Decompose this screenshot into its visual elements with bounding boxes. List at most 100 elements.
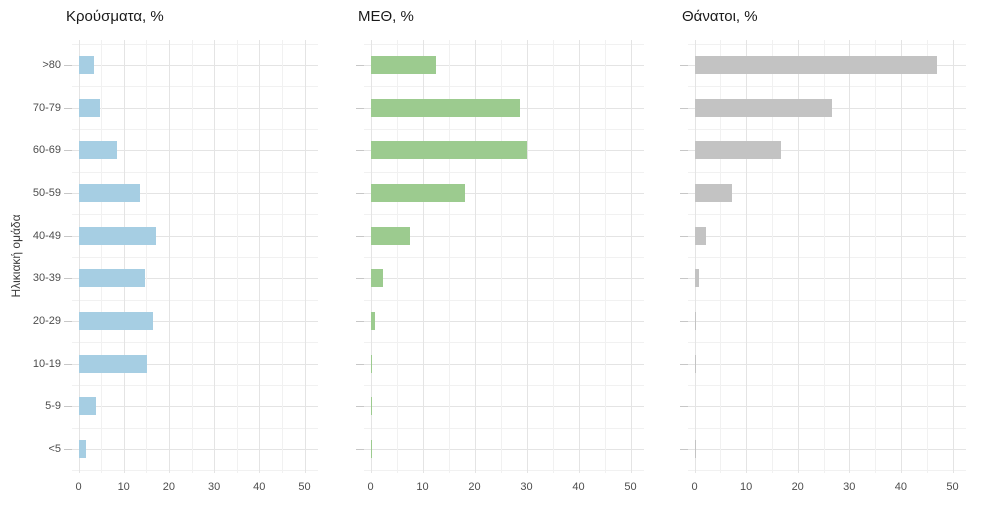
gridline-horizontal-minor: [688, 342, 966, 344]
gridline-vertical-minor: [926, 40, 928, 473]
bar-40-49: [694, 226, 707, 245]
y-axis-tick-mark: [680, 321, 688, 323]
panel-cases: [72, 40, 318, 473]
y-axis-tick-mark: [356, 449, 364, 451]
gridline-horizontal-minor: [72, 86, 318, 88]
bar-30-39: [78, 269, 146, 288]
y-axis-tick-mark: [356, 406, 364, 408]
y-axis-tick-mark: [356, 150, 364, 152]
gridline-horizontal-minor: [72, 171, 318, 173]
bar-30-39: [694, 269, 699, 288]
gridline-horizontal-major: [688, 363, 966, 365]
y-axis-tick-mark: [64, 107, 72, 109]
gridline-horizontal-major: [72, 363, 318, 365]
x-axis-tick-label: 30: [843, 481, 856, 493]
gridline-horizontal-major: [688, 449, 966, 451]
gridline-vertical-major: [304, 40, 306, 473]
gridline-vertical-minor: [500, 40, 502, 473]
gridline-horizontal-minor: [364, 214, 644, 216]
gridline-horizontal-major: [364, 193, 644, 194]
x-axis-tick-label: 50: [946, 481, 959, 493]
gridline-vertical-major: [900, 40, 902, 473]
gridline-horizontal-minor: [364, 257, 644, 258]
gridline-vertical-major: [849, 40, 851, 473]
chart-title-cases: Κρούσματα, %: [66, 8, 164, 25]
gridline-horizontal-major: [72, 107, 318, 109]
x-axis-tick-label: 40: [894, 481, 908, 493]
y-axis-tick-mark: [356, 235, 364, 237]
gridline-horizontal-major: [688, 193, 966, 194]
x-axis-tick-label: 20: [468, 481, 481, 493]
bar-70-79: [694, 98, 832, 117]
bar-60-69: [78, 141, 117, 160]
gridline-horizontal-minor: [72, 257, 318, 258]
bar-20-29: [370, 312, 375, 331]
gridline-horizontal-minor: [688, 86, 966, 88]
gridline-horizontal-major: [688, 278, 966, 280]
gridline-vertical-major: [259, 40, 261, 473]
gridline-vertical-major: [746, 40, 748, 473]
x-axis-tick-label: 20: [791, 481, 804, 493]
bar-<5: [694, 440, 696, 459]
x-axis-tick-label: 40: [253, 481, 266, 493]
bar-40-49: [78, 226, 156, 245]
y-axis-label-70-79: 70-79: [32, 101, 61, 114]
gridline-horizontal-minor: [688, 257, 966, 258]
gridline-vertical-minor: [396, 40, 398, 473]
gridline-vertical-major: [694, 40, 696, 473]
gridline-vertical-minor: [146, 40, 148, 473]
y-axis-tick-mark: [680, 363, 688, 365]
y-axis-tick-mark: [356, 363, 364, 365]
bar-50-59: [370, 184, 465, 202]
gridline-horizontal-minor: [364, 43, 644, 45]
bar-10-19: [694, 354, 696, 373]
bar-60-69: [370, 141, 528, 160]
bar-10-19: [370, 354, 373, 373]
x-axis-tick-label: 30: [207, 481, 221, 493]
bar->80: [694, 56, 938, 74]
x-axis-tick-label: 10: [739, 481, 753, 493]
y-axis-tick-mark: [64, 150, 72, 152]
gridline-horizontal-major: [364, 449, 644, 451]
gridline-horizontal-minor: [364, 470, 644, 472]
bar-70-79: [370, 98, 520, 117]
y-axis-tick-mark: [64, 278, 72, 280]
y-axis-tick-mark: [680, 65, 688, 66]
x-axis-tick-label: 10: [117, 481, 130, 493]
gridline-horizontal-minor: [364, 385, 644, 387]
bar-50-59: [78, 184, 140, 202]
gridline-horizontal-minor: [364, 86, 644, 88]
y-axis-tick-mark: [356, 278, 364, 280]
bar-50-59: [694, 184, 733, 202]
y-axis-tick-mark: [680, 406, 688, 408]
gridline-vertical-minor: [823, 40, 825, 473]
gridline-horizontal-major: [688, 406, 966, 408]
y-axis-label->80: >80: [42, 59, 61, 71]
y-axis-tick-mark: [64, 65, 72, 66]
y-axis-tick-mark: [64, 363, 72, 365]
gridline-horizontal-major: [688, 321, 966, 323]
gridline-horizontal-minor: [364, 129, 644, 130]
gridline-vertical-major: [78, 40, 80, 473]
y-axis-tick-mark: [680, 235, 688, 237]
bar-40-49: [370, 226, 410, 245]
bar->80: [370, 56, 436, 74]
gridline-horizontal-minor: [72, 299, 318, 301]
gridline-horizontal-major: [688, 235, 966, 237]
gridline-horizontal-major: [364, 406, 644, 408]
y-axis-tick-mark: [680, 107, 688, 109]
gridline-horizontal-major: [72, 449, 318, 451]
gridline-vertical-minor: [281, 40, 283, 473]
y-axis-tick-mark: [356, 65, 364, 66]
gridline-horizontal-minor: [688, 299, 966, 301]
gridline-horizontal-minor: [688, 43, 966, 45]
gridline-horizontal-minor: [72, 214, 318, 216]
gridline-horizontal-major: [72, 278, 318, 280]
bar-30-39: [370, 269, 383, 288]
y-axis-tick-mark: [64, 406, 72, 408]
gridline-horizontal-major: [72, 321, 318, 323]
y-axis-tick-mark: [680, 278, 688, 280]
x-axis-tick-label: 0: [691, 481, 698, 493]
gridline-vertical-major: [422, 40, 424, 473]
